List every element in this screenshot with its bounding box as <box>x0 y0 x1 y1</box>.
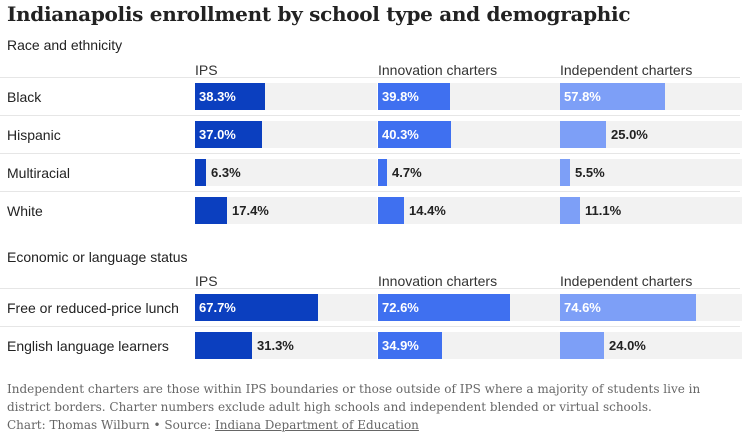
row-label-free-or-reduced-price-lunch: Free or reduced-price lunch <box>7 300 179 316</box>
data-label: 31.3% <box>257 338 294 353</box>
column-header-independent-charters: Independent charters <box>560 62 693 78</box>
bar-track: 11.1% <box>560 197 742 224</box>
data-label: 37.0% <box>199 127 236 142</box>
bar-track: 17.4% <box>195 197 377 224</box>
source-link[interactable]: Indiana Department of Education <box>214 418 419 432</box>
column-header-independent-charters: Independent charters <box>560 273 693 289</box>
bar-innovation-charters-hispanic <box>378 121 451 148</box>
data-label: 5.5% <box>575 165 605 180</box>
data-label: 67.7% <box>199 300 236 315</box>
data-label: 40.3% <box>382 127 419 142</box>
chart-credit: Chart: Thomas Wilburn • Source: Indiana … <box>7 418 419 432</box>
bar-track: 37.0% <box>195 121 377 148</box>
bar-track: 24.0% <box>560 332 742 359</box>
bar-independent-charters-black <box>560 83 665 110</box>
data-label: 6.3% <box>211 165 241 180</box>
row-label-multiracial: Multiracial <box>7 165 71 181</box>
chart-note: Independent charters are those within IP… <box>7 382 701 414</box>
row-divider <box>0 115 740 116</box>
bar-track: 34.9% <box>378 332 560 359</box>
bar-ips-english-language-learners <box>195 332 252 359</box>
bar-track: 31.3% <box>195 332 377 359</box>
credit-source-label: Source: <box>164 418 212 432</box>
data-label: 34.9% <box>382 338 419 353</box>
bar-innovation-charters-free-or-reduced-price-lunch <box>378 294 510 321</box>
data-label: 57.8% <box>564 89 601 104</box>
bar-independent-charters-free-or-reduced-price-lunch <box>560 294 696 321</box>
column-header-ips: IPS <box>195 273 218 289</box>
credit-author: Chart: Thomas Wilburn <box>7 418 150 432</box>
row-label-white: White <box>7 203 43 219</box>
bar-innovation-charters-white <box>378 197 404 224</box>
data-label: 25.0% <box>611 127 648 142</box>
row-label-black: Black <box>7 89 42 105</box>
bar-innovation-charters-black <box>378 83 450 110</box>
data-label: 72.6% <box>382 300 419 315</box>
bar-track: 6.3% <box>195 159 377 186</box>
row-divider <box>0 288 740 289</box>
bar-track: 74.6% <box>560 294 742 321</box>
column-header-innovation-charters: Innovation charters <box>378 273 498 289</box>
row-divider <box>0 191 740 192</box>
bar-ips-black <box>195 83 265 110</box>
data-label: 4.7% <box>392 165 422 180</box>
data-label: 11.1% <box>585 203 622 218</box>
bar-independent-charters-english-language-learners <box>560 332 604 359</box>
credit-separator: • <box>153 418 161 432</box>
bar-independent-charters-white <box>560 197 580 224</box>
bar-ips-hispanic <box>195 121 262 148</box>
section-title: Economic or language status <box>7 249 188 265</box>
bar-track: 14.4% <box>378 197 560 224</box>
bar-track: 40.3% <box>378 121 560 148</box>
section-title: Race and ethnicity <box>7 37 123 53</box>
bar-ips-free-or-reduced-price-lunch <box>195 294 318 321</box>
bar-track: 4.7% <box>378 159 560 186</box>
bar-track: 57.8% <box>560 83 742 110</box>
bar-ips-multiracial <box>195 159 206 186</box>
column-header-ips: IPS <box>195 62 218 78</box>
bar-innovation-charters-multiracial <box>378 159 387 186</box>
data-label: 39.8% <box>382 89 419 104</box>
bar-innovation-charters-english-language-learners <box>378 332 442 359</box>
bar-track: 67.7% <box>195 294 377 321</box>
data-label: 14.4% <box>409 203 446 218</box>
data-label: 38.3% <box>199 89 236 104</box>
data-label: 24.0% <box>609 338 646 353</box>
bar-independent-charters-hispanic <box>560 121 606 148</box>
row-divider <box>0 153 740 154</box>
row-divider <box>0 326 740 327</box>
bar-independent-charters-multiracial <box>560 159 570 186</box>
row-label-english-language-learners: English language learners <box>7 338 169 354</box>
data-label: 17.4% <box>232 203 269 218</box>
data-label: 74.6% <box>564 300 601 315</box>
bar-track: 38.3% <box>195 83 377 110</box>
bar-track: 72.6% <box>378 294 560 321</box>
chart-title: Indianapolis enrollment by school type a… <box>7 2 631 26</box>
column-header-innovation-charters: Innovation charters <box>378 62 498 78</box>
bar-track: 39.8% <box>378 83 560 110</box>
row-label-hispanic: Hispanic <box>7 127 61 143</box>
bar-track: 25.0% <box>560 121 742 148</box>
bar-ips-white <box>195 197 227 224</box>
bar-track: 5.5% <box>560 159 742 186</box>
row-divider <box>0 77 740 78</box>
